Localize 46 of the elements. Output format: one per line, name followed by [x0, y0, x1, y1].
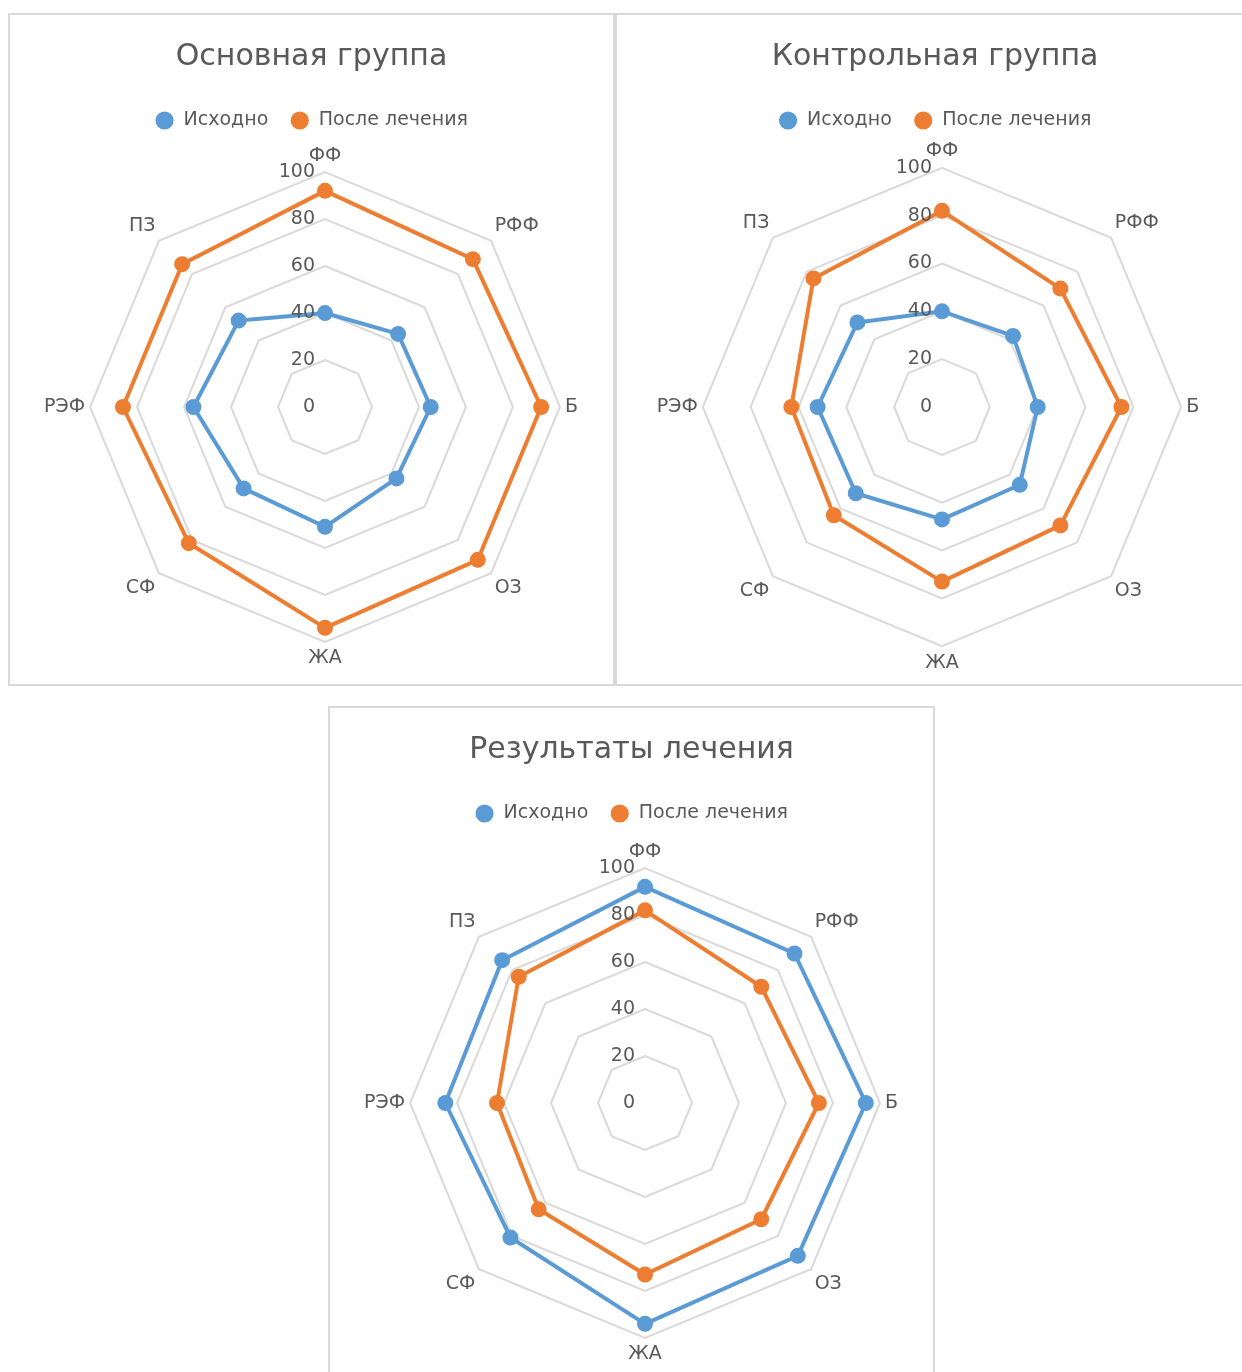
y-tick-label: 20 [907, 346, 932, 369]
y-tick-label: 60 [610, 948, 635, 971]
y-tick-label: 0 [622, 1089, 635, 1112]
spoke-label: СФ [739, 578, 770, 601]
spoke-label: РФФ [814, 908, 859, 931]
y-tick-label: 60 [907, 250, 932, 273]
y-tick-label: 100 [895, 154, 932, 177]
spoke-label: РФФ [1114, 209, 1159, 232]
spoke-label: ЖА [628, 1341, 662, 1364]
spoke-label: Б [1186, 393, 1200, 416]
spoke-label: РЭФ [43, 393, 86, 416]
legend-label: Исходно [183, 107, 269, 130]
spoke-label: ПЗ [448, 908, 476, 931]
legend-label: После лечения [638, 800, 788, 823]
spoke-label: СФ [445, 1270, 476, 1293]
legend-label: Исходно [503, 800, 589, 823]
y-tick-label: 80 [907, 202, 932, 225]
spoke-label: РЭФ [363, 1089, 406, 1112]
y-tick-label: 40 [610, 995, 635, 1018]
spoke-label: ЖА [308, 645, 342, 668]
y-tick-label: 0 [919, 393, 932, 416]
chart-title: Результаты лечения [469, 729, 794, 765]
y-tick-label: 0 [302, 393, 315, 416]
legend-label: После лечения [942, 107, 1092, 130]
y-tick-label: 80 [610, 902, 635, 924]
spoke-label: ЖА [925, 649, 959, 672]
y-tick-label: 60 [290, 252, 315, 275]
chart-title: Контрольная группа [771, 36, 1099, 72]
spoke-label: ОЗ [1114, 578, 1142, 601]
y-tick-label: 100 [278, 159, 315, 182]
spoke-label: ОЗ [494, 574, 522, 597]
spoke-label: Б [884, 1089, 898, 1112]
spoke-label: РЭФ [656, 393, 698, 416]
spoke-label: РФФ [494, 212, 539, 235]
legend-label: После лечения [318, 107, 468, 130]
spoke-label: Б [564, 393, 578, 416]
y-tick-label: 20 [610, 1042, 635, 1065]
chart-title: Основная группа [175, 36, 448, 72]
spoke-label: ОЗ [814, 1270, 842, 1293]
spoke-label: ПЗ [128, 212, 156, 235]
spoke-label: ПЗ [742, 209, 770, 232]
spoke-label: СФ [125, 574, 156, 597]
y-tick-label: 80 [290, 206, 315, 228]
y-tick-label: 20 [290, 346, 315, 369]
y-tick-label: 100 [598, 855, 635, 878]
legend-label: Исходно [807, 107, 892, 130]
